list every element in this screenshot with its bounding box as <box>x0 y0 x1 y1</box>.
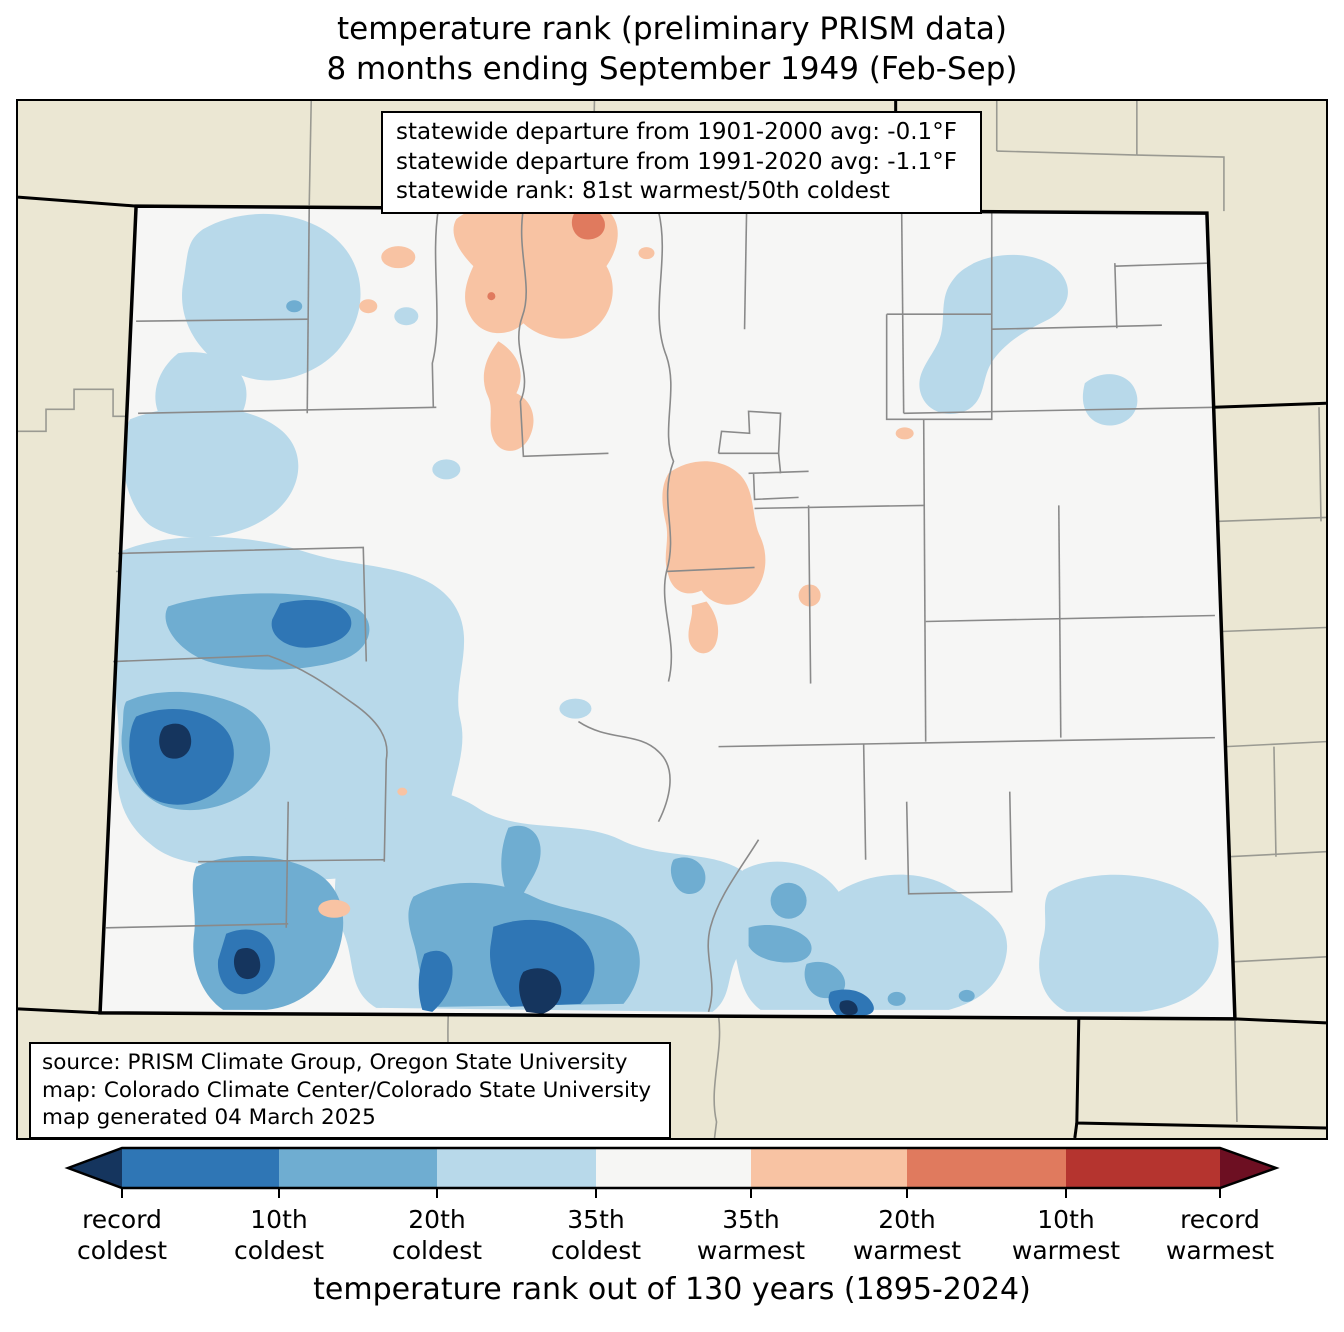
colorbar-label-text: 10th <box>250 1205 308 1234</box>
colorbar-outline <box>64 1146 1280 1190</box>
colorbar-label-20th-coldest: 20th coldest <box>347 1204 527 1266</box>
colorbar-label-text: warmest <box>1165 1236 1275 1265</box>
colorbar-label-20th-warmest: 20th warmest <box>817 1204 997 1266</box>
colorbar-label-35th-warmest: 35th warmest <box>661 1204 841 1266</box>
colorbar-label-text: 10th <box>1037 1205 1095 1234</box>
map-axes-frame <box>16 99 1328 1140</box>
colorbar-label-text: warmest <box>852 1236 962 1265</box>
map-generated-line: map generated 04 March 2025 <box>42 1105 376 1130</box>
colorbar-segment <box>1066 1148 1220 1188</box>
statewide-stats-box: statewide departure from 1901-2000 avg: … <box>381 111 982 214</box>
colorbar-label-text: coldest <box>233 1236 325 1265</box>
colorbar-axis-label: temperature rank out of 130 years (1895-… <box>313 1272 1031 1307</box>
colorbar-label-text: 35th <box>567 1205 625 1234</box>
colorbar-label-text: warmest <box>696 1236 806 1265</box>
colorbar-label-text: record <box>1180 1205 1260 1234</box>
colorbar-segment <box>122 1148 279 1188</box>
colorbar-label-text: 20th <box>878 1205 936 1234</box>
colorbar-label-10th-coldest: 10th coldest <box>189 1204 369 1266</box>
map-credit-line: map: Colorado Climate Center/Colorado St… <box>42 1077 652 1103</box>
colorbar-label-35th-coldest: 35th coldest <box>506 1204 686 1266</box>
blobs-10th-coldest <box>129 599 874 1016</box>
colorbar-segment <box>596 1148 751 1188</box>
colorbar-segment <box>751 1148 907 1188</box>
colorbar-label-text: 35th <box>722 1205 780 1234</box>
colorbar-label-text: coldest <box>391 1236 483 1265</box>
source-line: source: PRISM Climate Group, Oregon Stat… <box>42 1050 628 1075</box>
stat-statewide-rank: statewide rank: 81st warmest/50th coldes… <box>396 178 890 204</box>
colorbar-label-10th-warmest: 10th warmest <box>976 1204 1156 1266</box>
colorado-map <box>18 101 1326 1138</box>
colorbar-label-text: record <box>82 1205 162 1234</box>
stat-departure-1991-2020: statewide departure from 1991-2020 avg: … <box>396 148 957 175</box>
colorbar-segment <box>279 1148 437 1188</box>
colorbar-label-text: coldest <box>76 1236 168 1265</box>
blobs-record-coldest <box>159 723 858 1016</box>
colorbar-label-record-warmest: record warmest <box>1130 1204 1310 1266</box>
figure-title-line1: temperature rank (preliminary PRISM data… <box>336 11 1007 47</box>
blobs-20th-warmest <box>487 209 605 301</box>
colorbar-left-arrow <box>68 1148 122 1188</box>
colorbar-segment <box>907 1148 1066 1188</box>
temperature-rank-blobs <box>110 206 1219 1016</box>
colorbar-label-text: warmest <box>1011 1236 1121 1265</box>
figure-title-line2: 8 months ending September 1949 (Feb-Sep) <box>326 51 1018 87</box>
neighbor-state-borders <box>18 101 1326 1138</box>
colorado-county-lines <box>106 207 1215 1013</box>
colorbar-ticks <box>121 1188 1221 1198</box>
colorbar-segment <box>437 1148 596 1188</box>
colorbar-label-text: 20th <box>408 1205 466 1234</box>
source-attribution-box: source: PRISM Climate Group, Oregon Stat… <box>29 1042 671 1139</box>
colorbar-label-record-coldest: record coldest <box>32 1204 212 1266</box>
colorbar-label-text: coldest <box>550 1236 642 1265</box>
stat-departure-1901-2000: statewide departure from 1901-2000 avg: … <box>396 119 957 145</box>
colorbar-right-arrow <box>1220 1148 1276 1188</box>
